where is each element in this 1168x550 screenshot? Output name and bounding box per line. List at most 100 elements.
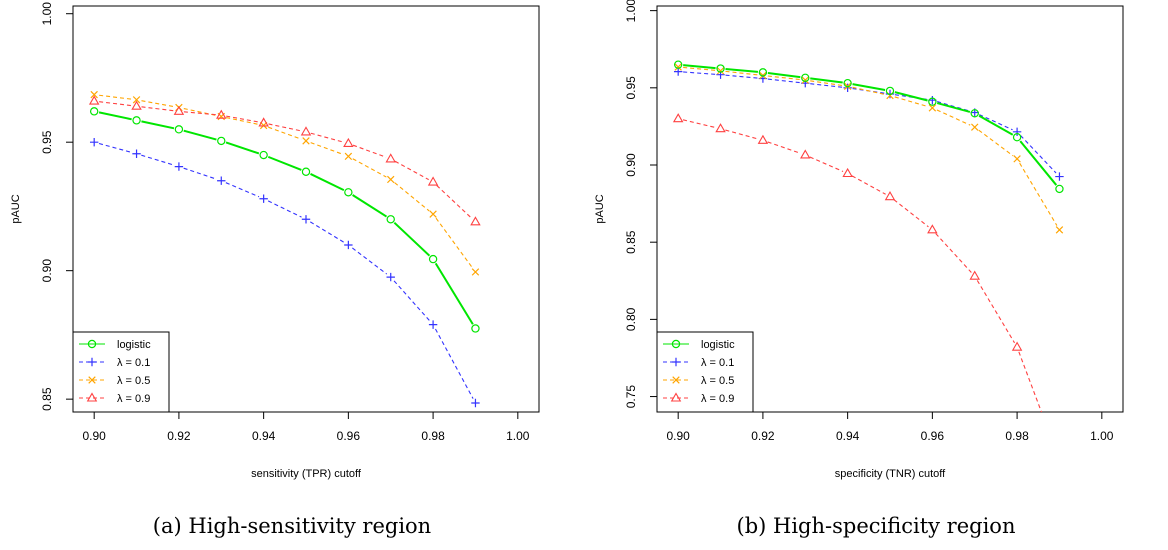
series-line-segment [725,67,759,73]
series-line-segment [936,102,971,113]
series-line-segment [725,129,759,140]
data-point [259,194,268,203]
x-tick-label: 0.94 [252,429,276,443]
data-point [716,64,725,73]
legend-marker [671,339,681,349]
series-line-segment [894,91,928,102]
data-point [1012,133,1022,142]
data-point [343,137,354,148]
series-line-segment [979,114,1013,131]
series-line-segment [394,182,430,212]
data-point [429,210,437,218]
data-point [301,167,311,176]
series-line-segment [141,120,175,130]
series-line-segment [725,70,758,76]
data-point [471,268,480,276]
legend-label: logistic [117,339,151,351]
series-line-segment [810,83,843,88]
data-point [132,116,141,125]
series-line-segment [183,129,217,141]
series-line-segment [1019,140,1058,186]
data-point [928,104,937,112]
x-tick-label: 1.00 [1090,429,1114,443]
legend-label: λ = 0.1 [117,357,150,369]
data-point [716,67,725,75]
y-tick-label: 0.80 [624,307,638,331]
series-line-segment [267,155,302,171]
legend-marker [672,376,680,384]
chart-b: 0.90 0.92 0.94 0.96 0.98 1.00 0.75 0.80 0.85 0.90… [594,0,1124,480]
series-line-segment [393,280,431,322]
series-line-segment [935,233,972,273]
chart-b-caption: (b) High-specificity region [736,514,1016,538]
data-point [842,167,853,178]
series-line-segment [978,129,1014,157]
series-line-segment [894,96,928,108]
legend-label: λ = 0.9 [701,393,734,405]
data-point [715,123,726,133]
series-line-segment [352,144,387,158]
legend-marker [671,357,681,367]
series-3 [672,113,1064,463]
data-point [259,150,268,160]
series-line-segment [852,83,886,91]
data-point [217,176,226,185]
series-0 [89,107,480,333]
plot-frame [656,5,1124,413]
data-point [885,86,895,96]
series-line-segment [434,328,474,399]
series-line-segment [141,100,175,108]
chart-panel-b: 0.90 0.92 0.94 0.96 0.98 1.00 0.75 0.80 0.85 0.90… [584,0,1168,550]
data-point [1013,155,1021,163]
series-line-segment [435,217,473,269]
series-line-segment [309,221,345,243]
x-axis-label: specificity (TNR) cutoff [835,468,946,480]
y-tick-label: 0.95 [40,130,54,154]
series-line-segment [683,64,716,70]
x-tick-label: 0.96 [337,429,361,443]
y-axis-label: pAUC [594,194,606,223]
data-point [471,324,480,333]
data-point [132,149,141,158]
series-line-segment [183,167,217,180]
chart-a: 0.90 0.92 0.94 0.96 0.98 1.00 0.85 0.90 0.95 1.00… [10,2,540,480]
series-line-segment [683,66,716,71]
data-point [1055,455,1064,463]
data-point [969,270,980,280]
series-line-segment [767,141,801,154]
data-point [971,123,979,131]
series-line-segment [978,114,1014,136]
series-line-segment [767,72,801,79]
series-line-segment [310,173,345,192]
series-line-segment [183,111,217,116]
series-line-segment [1020,135,1057,174]
series-line-segment [394,160,429,181]
series-line-segment [893,199,929,228]
series-line-segment [268,123,302,132]
data-point [1055,172,1064,181]
series-line-segment [141,154,175,166]
series-line-segment [851,175,886,195]
series-line-segment [352,194,388,218]
series-line-segment [810,77,843,84]
legend-label: λ = 0.5 [701,375,734,387]
legend-label: λ = 0.5 [117,375,150,387]
series-line-segment [98,142,132,153]
series-line-segment [99,94,132,100]
series-line-segment [98,111,132,121]
x-tick-label: 0.92 [167,429,191,443]
x-tick-label: 0.90 [667,429,691,443]
data-point [216,109,227,119]
data-point [1055,184,1064,194]
legend-marker [86,392,98,402]
x-tick-label: 0.98 [1005,429,1029,443]
y-tick-label: 1.00 [624,0,638,22]
data-point [88,95,100,105]
data-point [843,78,852,88]
series-line-segment [310,142,344,156]
data-point [928,97,937,106]
data-point [801,73,810,82]
y-tick-label: 1.00 [40,2,54,26]
series-line-segment [267,200,302,218]
series-line-segment [852,86,886,96]
